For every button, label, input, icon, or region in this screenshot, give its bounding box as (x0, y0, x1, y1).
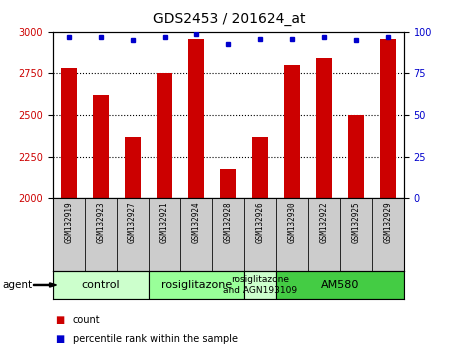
Bar (308, 198, 340, 271)
Text: control: control (81, 280, 120, 290)
Bar (244, 198, 276, 271)
Bar (276, 198, 308, 271)
Bar (85, 198, 117, 271)
Text: GSM132921: GSM132921 (160, 201, 169, 243)
Text: GSM132924: GSM132924 (192, 201, 201, 243)
Text: rosiglitazone: rosiglitazone (161, 280, 232, 290)
Text: GSM132927: GSM132927 (128, 201, 137, 243)
Bar (252, 137, 268, 198)
Text: percentile rank within the sample: percentile rank within the sample (73, 334, 237, 344)
Bar (61, 68, 77, 198)
Bar (93, 95, 109, 198)
Bar (149, 271, 244, 299)
Text: rosiglitazone
and AGN193109: rosiglitazone and AGN193109 (223, 275, 297, 295)
Bar (316, 58, 332, 198)
Text: GSM132928: GSM132928 (224, 201, 233, 243)
Text: GSM132929: GSM132929 (383, 201, 392, 243)
Text: ■: ■ (55, 315, 64, 325)
Bar (220, 169, 236, 198)
Text: AM580: AM580 (321, 280, 359, 290)
Bar (213, 198, 244, 271)
Bar (348, 115, 364, 198)
Bar (380, 39, 396, 198)
Text: GDS2453 / 201624_at: GDS2453 / 201624_at (153, 12, 306, 27)
Bar (180, 198, 213, 271)
Bar (244, 271, 276, 299)
Bar (157, 74, 173, 198)
Bar (276, 271, 404, 299)
Bar (189, 39, 204, 198)
Text: GSM132919: GSM132919 (64, 201, 73, 243)
Text: GSM132922: GSM132922 (319, 201, 329, 243)
Text: GSM132925: GSM132925 (352, 201, 360, 243)
Bar (117, 198, 149, 271)
Text: count: count (73, 315, 100, 325)
Bar (284, 65, 300, 198)
Bar (53, 271, 149, 299)
Text: GSM132926: GSM132926 (256, 201, 265, 243)
Text: agent: agent (2, 280, 33, 290)
Bar (149, 198, 180, 271)
Bar (372, 198, 404, 271)
Bar (340, 198, 372, 271)
Bar (124, 137, 140, 198)
Text: GSM132930: GSM132930 (288, 201, 297, 243)
Text: ■: ■ (55, 334, 64, 344)
Text: GSM132923: GSM132923 (96, 201, 105, 243)
Bar (53, 198, 85, 271)
